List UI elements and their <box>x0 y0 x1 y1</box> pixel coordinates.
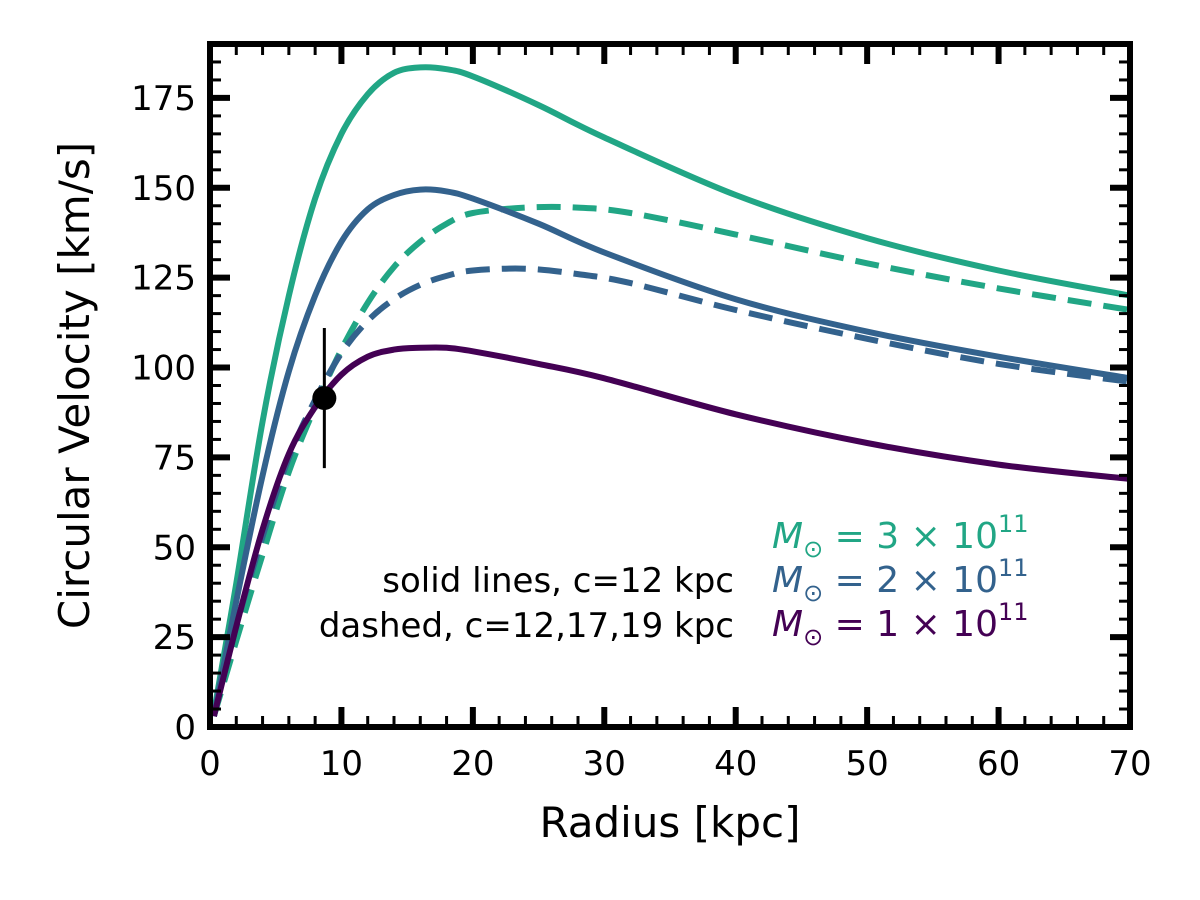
y-tick-label-6: 150 <box>131 169 196 209</box>
x-tick-label-6: 60 <box>977 744 1020 784</box>
x-tick-label-3: 30 <box>583 744 626 784</box>
annotation-dashed-lines: dashed, c=12,17,19 kpc <box>319 606 734 646</box>
y-tick-label-3: 75 <box>153 438 196 478</box>
y-tick-label-2: 50 <box>153 528 196 568</box>
y-tick-label-7: 175 <box>131 79 196 119</box>
x-tick-label-2: 20 <box>451 744 494 784</box>
data-point <box>312 386 337 411</box>
series-layer <box>210 64 1131 718</box>
tick-labels-layer: 0 10 20 30 40 50 60 70 0 25 50 75 100 125 150 175 <box>131 79 1152 784</box>
series-line-2 <box>210 186 1131 717</box>
y-tick-label-1: 25 <box>153 618 196 658</box>
series-line-1 <box>210 64 1131 714</box>
y-tick-label-4: 100 <box>131 349 196 389</box>
legend-entry-2: M⊙ = 2 × 1011 <box>772 554 1029 607</box>
x-tick-label-4: 40 <box>714 744 757 784</box>
series-line-4 <box>211 203 1131 718</box>
series-line-3 <box>210 344 1131 717</box>
y-tick-label-5: 125 <box>131 259 196 299</box>
y-tick-label-0: 0 <box>174 708 196 748</box>
x-tick-label-5: 50 <box>846 744 889 784</box>
legend-entry-3: M⊙ = 1 × 1011 <box>772 598 1029 651</box>
x-tick-label-1: 10 <box>320 744 363 784</box>
series-line-5 <box>210 265 1131 717</box>
legend-entry-1: M⊙ = 3 × 1011 <box>772 510 1029 563</box>
x-axis-label: Radius [kpc] <box>539 798 800 847</box>
annotation-solid-lines: solid lines, c=12 kpc <box>382 561 734 601</box>
x-tick-label-7: 70 <box>1108 744 1151 784</box>
x-tick-label-0: 0 <box>199 744 221 784</box>
y-axis-label: Circular Velocity [km/s] <box>50 142 99 629</box>
plot-frame <box>207 41 1133 730</box>
data-point-layer <box>312 327 337 469</box>
